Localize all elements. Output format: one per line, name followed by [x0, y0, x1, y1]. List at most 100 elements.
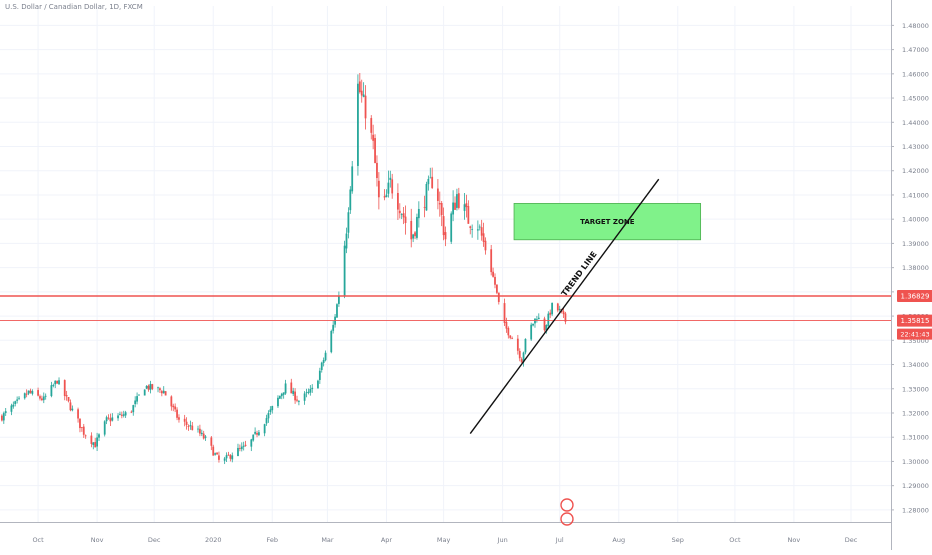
- candle: [56, 380, 59, 384]
- candle-body: [543, 318, 546, 331]
- candle-body: [370, 118, 373, 133]
- candle-body: [237, 447, 239, 457]
- candle: [551, 302, 554, 317]
- candle-body: [54, 380, 57, 385]
- candle: [162, 386, 165, 394]
- candle-body: [296, 399, 298, 401]
- candle: [151, 383, 154, 391]
- candle: [63, 379, 66, 401]
- candle-body: [145, 386, 148, 389]
- y-tick-label: 1.28000: [902, 506, 929, 514]
- candle-body: [80, 427, 83, 428]
- candle: [280, 392, 283, 400]
- candle-body: [467, 206, 470, 224]
- candle: [27, 390, 30, 396]
- y-tick-label: 1.29000: [902, 482, 929, 490]
- candle-body: [324, 352, 327, 361]
- candle: [282, 392, 285, 399]
- candle-body: [103, 421, 106, 435]
- candle: [383, 189, 386, 201]
- candle: [431, 167, 434, 190]
- candle-body: [109, 418, 112, 422]
- candle-body: [12, 404, 15, 407]
- price-axis[interactable]: 1.48000 1.47000 1.46000 1.45000 1.44000 1.430…: [891, 0, 932, 550]
- candle: [478, 224, 481, 231]
- candle: [511, 336, 514, 340]
- horizontal-lines: [0, 295, 891, 321]
- candle: [159, 387, 161, 393]
- candle: [429, 167, 432, 179]
- candle: [52, 383, 55, 388]
- candle-body: [265, 418, 268, 424]
- x-tick-label: Oct: [729, 536, 741, 544]
- candle-body: [402, 213, 405, 218]
- candle: [242, 441, 245, 451]
- candle: [425, 181, 428, 211]
- candle-body: [263, 424, 266, 434]
- candle-body: [238, 448, 241, 449]
- candle: [183, 414, 186, 427]
- candle: [294, 388, 296, 404]
- candle-body: [94, 442, 97, 448]
- candle: [476, 220, 479, 240]
- candle: [547, 311, 550, 329]
- x-tick-label: Nov: [788, 536, 801, 544]
- candle-body: [377, 180, 380, 198]
- candle: [454, 196, 456, 211]
- candle-body: [227, 454, 230, 456]
- candle-body: [172, 405, 175, 408]
- candle: [138, 394, 140, 396]
- candle-body: [522, 352, 525, 363]
- candle: [471, 224, 474, 238]
- candle-body: [362, 94, 365, 97]
- candle: [117, 413, 119, 421]
- y-tick-label: 1.33000: [902, 385, 929, 393]
- candle: [545, 324, 548, 334]
- candle: [503, 298, 506, 326]
- candle: [216, 452, 218, 455]
- y-tick-label: 1.35000: [902, 337, 929, 345]
- candle-body: [242, 445, 245, 447]
- time-axis[interactable]: Oct Nov Dec 2020 Feb Mar Apr May Jun Jul Aug Sep Oct…: [0, 522, 891, 545]
- candle: [143, 389, 146, 396]
- candle: [442, 207, 445, 241]
- candle: [18, 396, 20, 401]
- candle-body: [4, 411, 7, 414]
- y-tick-label: 1.38000: [902, 264, 929, 272]
- candle-body: [256, 432, 258, 435]
- candle: [240, 442, 243, 452]
- candle: [107, 414, 110, 420]
- candle-body: [27, 390, 30, 394]
- candle-body: [294, 391, 296, 401]
- candle-body: [518, 350, 521, 359]
- candle-body: [311, 387, 314, 390]
- candle: [484, 237, 487, 255]
- candle-body: [250, 439, 253, 447]
- candle: [267, 410, 270, 423]
- candle-body: [44, 395, 47, 397]
- candle: [349, 186, 352, 214]
- candle: [351, 161, 354, 194]
- candle-body: [284, 383, 287, 394]
- candle-body: [162, 390, 165, 394]
- price-label-box: [897, 314, 932, 327]
- x-tick-label: Feb: [266, 536, 278, 544]
- candle-body: [317, 380, 319, 389]
- x-tick-label: Aug: [612, 536, 625, 544]
- candle: [65, 390, 68, 401]
- candle-body: [176, 409, 178, 418]
- candle: [197, 425, 199, 433]
- candle: [397, 183, 399, 220]
- candle: [132, 404, 135, 416]
- candle-body: [138, 394, 140, 396]
- candle-body: [58, 380, 60, 385]
- candle-body: [305, 392, 308, 394]
- candle: [537, 313, 540, 320]
- candle: [256, 430, 258, 438]
- candle-body: [414, 232, 416, 237]
- candle-body: [410, 220, 413, 240]
- candle-body: [372, 134, 375, 141]
- candle: [92, 441, 95, 450]
